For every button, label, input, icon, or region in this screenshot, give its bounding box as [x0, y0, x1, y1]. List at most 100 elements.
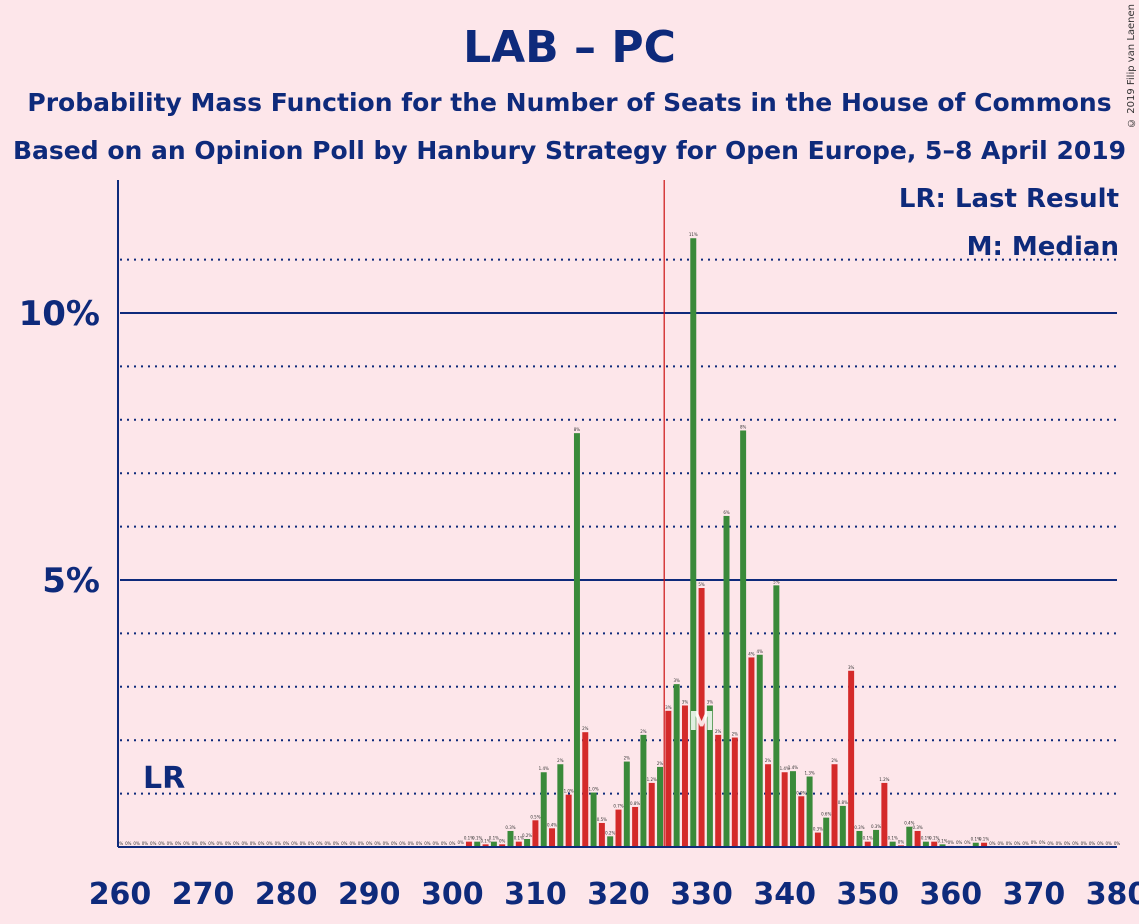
bar: [873, 829, 880, 847]
bar-value-label: 2%: [715, 729, 722, 734]
bar-value-label: 0%: [424, 841, 431, 846]
bar-value-label: 0.9%: [796, 790, 806, 795]
bar-value-label: 0%: [383, 841, 390, 846]
bar-value-label: 0.1%: [489, 836, 499, 841]
bar: [573, 433, 580, 847]
bar: [781, 772, 788, 847]
bar-value-label: 2%: [831, 758, 838, 763]
bar-value-label: 0%: [333, 841, 340, 846]
x-tick-label: 300: [421, 877, 484, 912]
bar-value-label: 2%: [765, 758, 772, 763]
bar-value-label: 0%: [391, 841, 398, 846]
bar-value-label: 0%: [964, 840, 971, 845]
bar: [914, 830, 921, 847]
bar: [648, 782, 655, 847]
bar: [482, 844, 489, 847]
x-tick-label: 270: [172, 877, 235, 912]
bar-value-label: 3%: [673, 678, 680, 683]
bar: [590, 792, 597, 847]
bar: [540, 772, 547, 847]
bar-value-label: 0%: [998, 841, 1005, 846]
bar-value-label: 0%: [1047, 841, 1054, 846]
bar-value-label: 0.1%: [472, 836, 482, 841]
bar: [598, 822, 605, 847]
bar-value-label: 4%: [748, 651, 755, 656]
bar: [607, 836, 614, 847]
bar-value-label: 1.2%: [647, 777, 657, 782]
x-tick-label: 260: [89, 877, 152, 912]
bar-value-label: 0%: [408, 841, 415, 846]
bar-value-label: 0.7%: [613, 804, 623, 809]
bar-value-label: 0.8%: [630, 801, 640, 806]
bar: [557, 764, 564, 847]
bar: [922, 841, 929, 847]
bar-value-label: 0%: [200, 841, 207, 846]
bar-value-label: 0%: [300, 841, 307, 846]
bar-value-label: 0.3%: [871, 824, 881, 829]
bar-value-label: 0.1%: [929, 836, 939, 841]
bar-value-label: 0%: [125, 841, 132, 846]
x-tick-label: 310: [504, 877, 567, 912]
bar-value-label: 0%: [457, 840, 464, 845]
bar-value-label: 5%: [773, 579, 780, 584]
bar-value-label: 0%: [1097, 841, 1104, 846]
bar-value-label: 0.6%: [821, 812, 831, 817]
bar: [931, 841, 938, 847]
bar: [582, 732, 589, 847]
bar-value-label: 0%: [1089, 841, 1096, 846]
bar: [507, 830, 514, 847]
bar-value-label: 0%: [499, 838, 506, 843]
bar: [515, 841, 522, 847]
bar-value-label: 0.1%: [863, 836, 873, 841]
bar-value-label: 0%: [208, 841, 215, 846]
bar-value-label: 0%: [374, 841, 381, 846]
bar-value-label: 0%: [1039, 840, 1046, 845]
bar: [823, 817, 830, 847]
bar-value-label: 0%: [1031, 840, 1038, 845]
bar-value-label: 0%: [233, 841, 240, 846]
bar-value-label: 2%: [624, 756, 631, 761]
bar: [939, 844, 946, 847]
bar: [715, 734, 722, 847]
bar-value-label: 0.1%: [514, 836, 524, 841]
bar: [499, 844, 506, 847]
bar-value-label: 0%: [183, 841, 190, 846]
bar: [706, 705, 713, 847]
bar-value-label: 2%: [657, 761, 664, 766]
bar-series: [457, 238, 1046, 848]
bar-value-label: 0%: [1006, 841, 1013, 846]
bar-value-label: 0%: [1114, 841, 1121, 846]
axes: 5% 10% 260 270 280 290 300 310 320 330 340 350 360 37…: [19, 180, 1139, 912]
bar: [740, 430, 747, 847]
bar-value-label: 0.8%: [838, 800, 848, 805]
bar-value-label: 0%: [167, 841, 174, 846]
bar-value-label: 0%: [416, 841, 423, 846]
legend-last-result: LR: Last Result: [898, 184, 1119, 214]
bar-value-label: 2%: [640, 729, 647, 734]
bar: [839, 805, 846, 847]
bar: [673, 684, 680, 847]
bar-value-label: 3%: [707, 699, 714, 704]
bar: [681, 705, 688, 847]
bar-value-label: 2%: [557, 758, 564, 763]
bar: [789, 771, 796, 847]
bar-value-label: 0%: [989, 841, 996, 846]
bar-value-label: 3%: [682, 699, 689, 704]
x-tick-label: 350: [836, 877, 899, 912]
bar-value-label: 0%: [283, 841, 290, 846]
bar: [856, 830, 863, 847]
bar-value-label: 0.1%: [979, 837, 989, 842]
bar: [731, 737, 738, 847]
bar-value-label: 1.4%: [788, 765, 798, 770]
bar: [490, 841, 497, 847]
bar-value-label: 1.4%: [539, 766, 549, 771]
bar-value-label: 0%: [366, 841, 373, 846]
bar-value-label: 0%: [258, 841, 265, 846]
bar: [831, 764, 838, 847]
bar-value-label: 0%: [441, 841, 448, 846]
bar-value-label: 0.3%: [505, 825, 515, 830]
bar: [773, 585, 780, 847]
bar: [640, 734, 647, 847]
chart-title: LAB – PC: [463, 22, 676, 73]
bar-value-label: 0%: [275, 841, 282, 846]
